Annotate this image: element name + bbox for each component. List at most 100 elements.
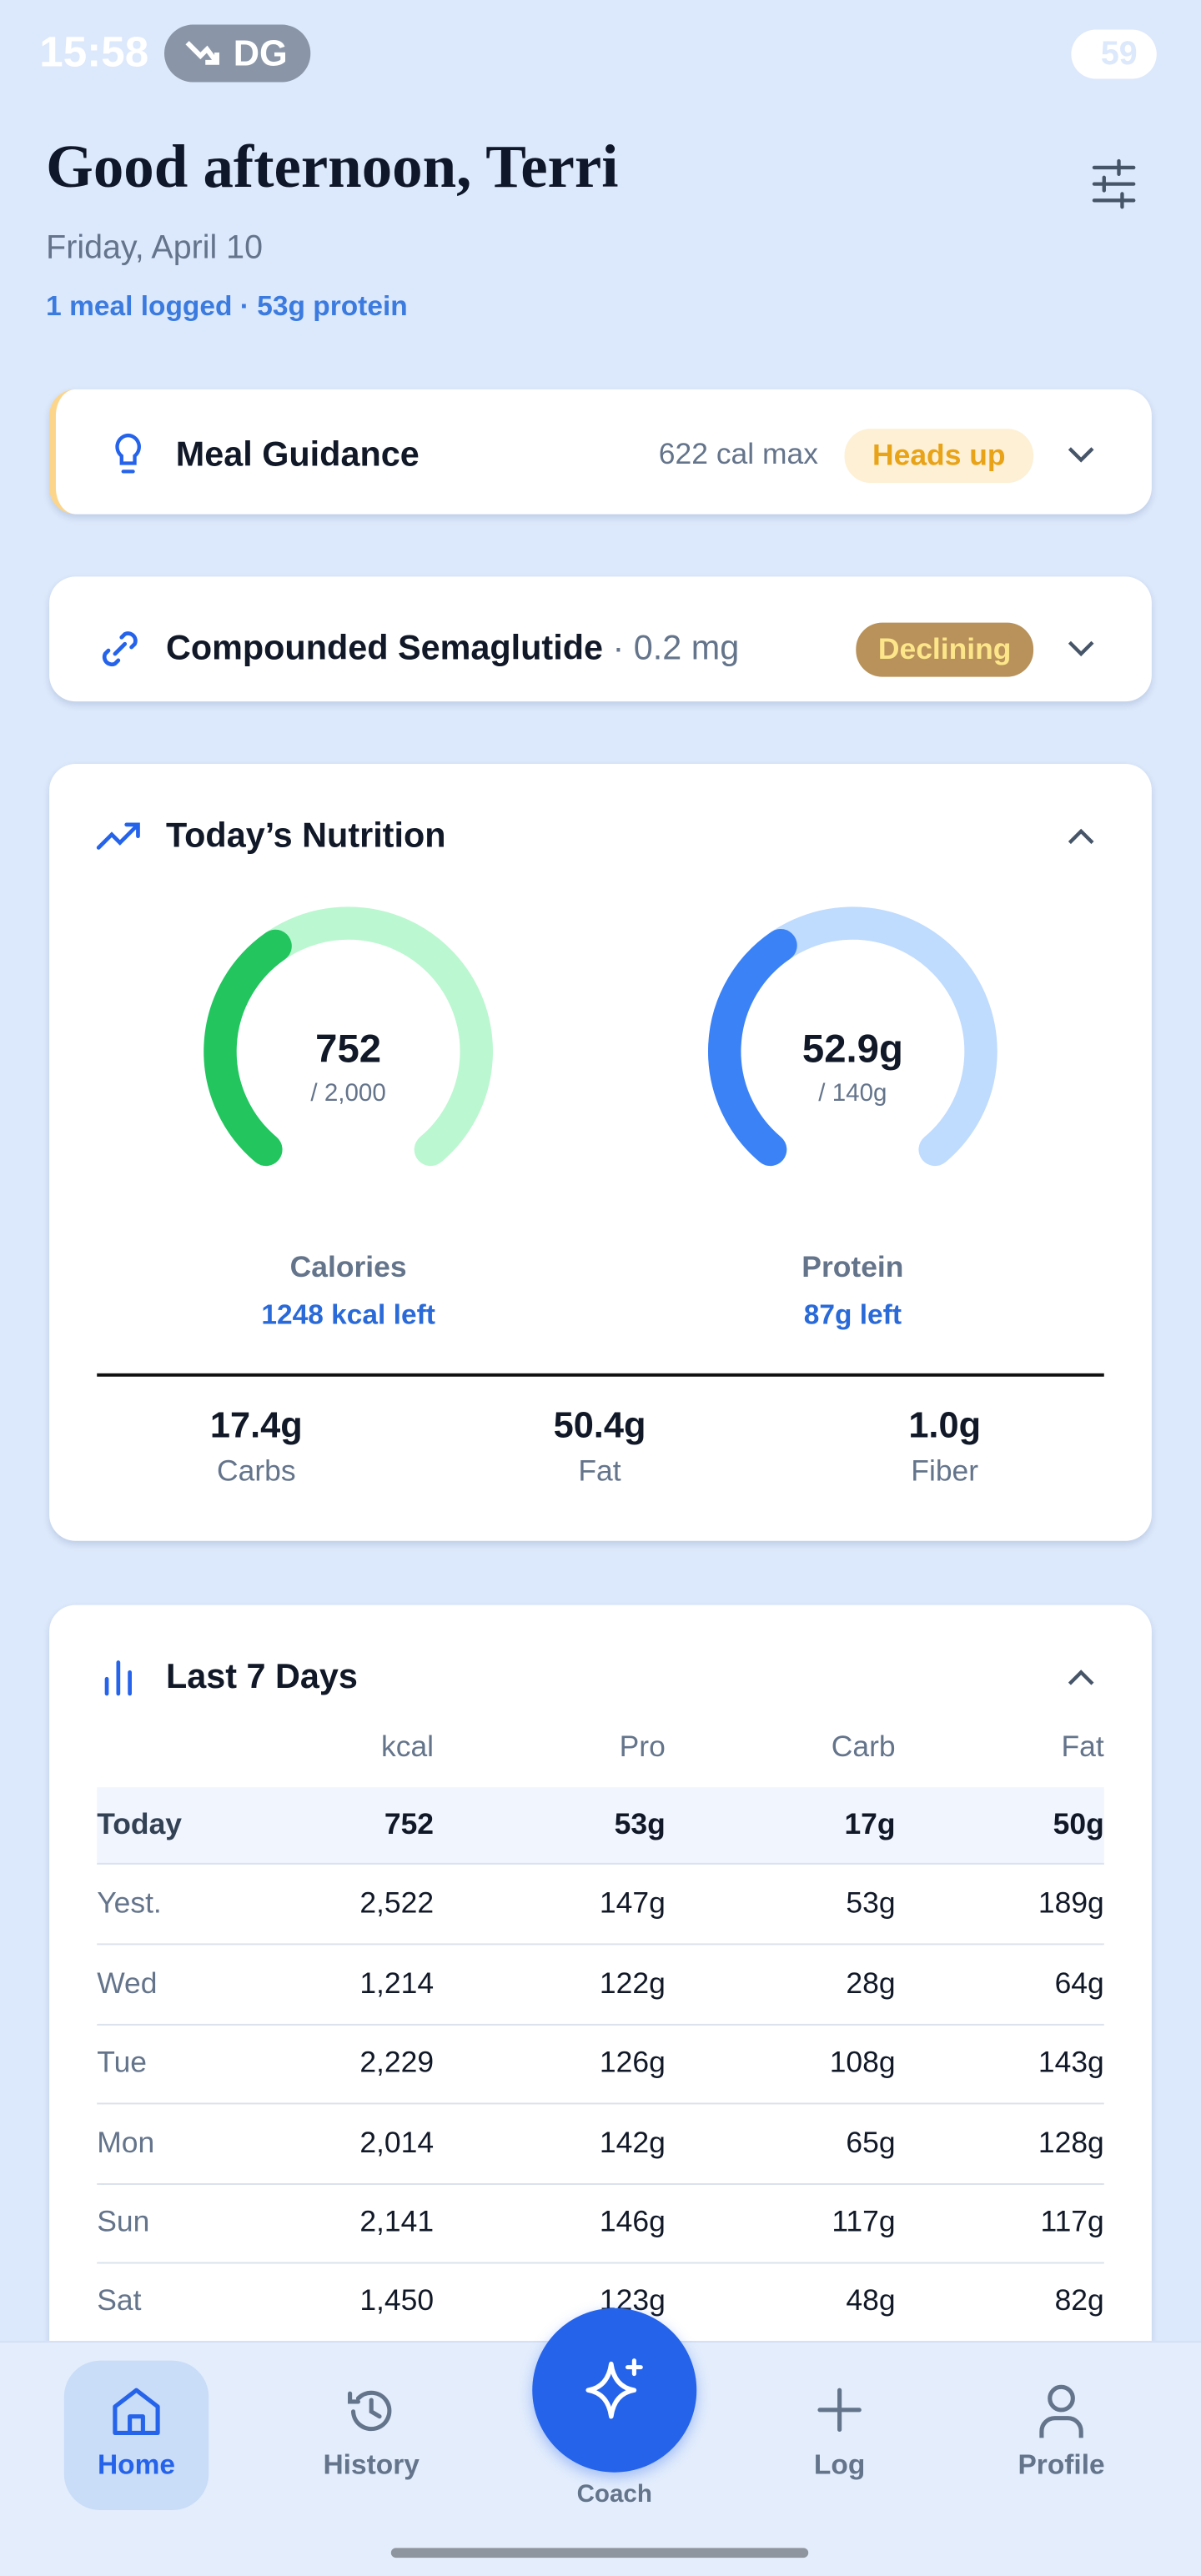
log-icon[interactable] bbox=[817, 2387, 862, 2433]
column-header: kcal bbox=[380, 1730, 435, 1764]
cell: 126g bbox=[599, 2046, 666, 2079]
profile-icon[interactable] bbox=[1038, 2383, 1084, 2439]
cell: 122g bbox=[599, 1966, 666, 2000]
coach-button[interactable] bbox=[532, 2307, 697, 2473]
medication-dose: · 0.2 mg bbox=[612, 630, 740, 668]
trend-up-icon bbox=[96, 822, 140, 850]
gauge-remaining: 87g left bbox=[803, 1298, 902, 1331]
medication-line: Compounded Semaglutide · 0.2 mg bbox=[166, 628, 739, 670]
expand-chevron[interactable] bbox=[1068, 640, 1094, 657]
row-highlight bbox=[97, 1787, 1104, 1865]
gauge-value: 752 bbox=[315, 1027, 382, 1072]
status-time: 15:58 bbox=[39, 27, 149, 77]
macro-label: Carbs bbox=[217, 1454, 296, 1488]
cell: 28g bbox=[846, 1966, 896, 2000]
collapse-chevron[interactable] bbox=[1068, 828, 1094, 845]
gauge-fill bbox=[708, 928, 797, 1167]
meal-guidance-limit: 622 cal max bbox=[658, 437, 819, 470]
sparkle-icon bbox=[585, 2358, 643, 2419]
row-divider bbox=[97, 1944, 1104, 1946]
column-header: Fat bbox=[1061, 1730, 1104, 1764]
history-icon[interactable] bbox=[345, 2385, 398, 2438]
row-divider bbox=[97, 2102, 1104, 2105]
row-divider bbox=[97, 2262, 1104, 2264]
cell: 48g bbox=[846, 2284, 896, 2317]
battery bbox=[1071, 29, 1157, 79]
trend-icon bbox=[185, 41, 219, 65]
row-label: Tue bbox=[97, 2046, 148, 2079]
home-tab-highlight bbox=[63, 2360, 209, 2511]
cell: 53g bbox=[846, 1886, 896, 1921]
column-header: Pro bbox=[619, 1730, 666, 1764]
cell: 1,214 bbox=[359, 1966, 435, 2000]
collapse-chevron[interactable] bbox=[1068, 1669, 1094, 1685]
gauge-max: / 140g bbox=[818, 1079, 887, 1107]
nav-label: Home bbox=[97, 2448, 176, 2481]
gauge-fill bbox=[204, 929, 292, 1167]
macro-label: Fiber bbox=[911, 1454, 979, 1488]
home-icon[interactable] bbox=[110, 2385, 163, 2438]
cell: 147g bbox=[599, 1886, 666, 1921]
cell: 108g bbox=[829, 2046, 896, 2079]
home-indicator bbox=[390, 2548, 809, 2558]
medication-name: Compounded Semaglutide bbox=[165, 630, 603, 668]
cell: 2,522 bbox=[359, 1886, 435, 1921]
cell: 2,141 bbox=[359, 2205, 435, 2238]
link-icon bbox=[102, 631, 138, 667]
gauge-name: Protein bbox=[802, 1250, 904, 1283]
bulb-icon bbox=[115, 433, 141, 474]
cell: 189g bbox=[1038, 1886, 1104, 1921]
nutrition-card bbox=[49, 764, 1152, 1541]
cell: 752 bbox=[384, 1807, 435, 1840]
gauge-value: 52.9g bbox=[802, 1027, 903, 1072]
nav-label: Profile bbox=[1018, 2448, 1105, 2481]
row-label: Yest. bbox=[97, 1886, 162, 1921]
cell: 65g bbox=[846, 2125, 896, 2159]
divider bbox=[97, 1373, 1104, 1376]
status-carrier: DG bbox=[233, 33, 288, 74]
cell: 1,450 bbox=[359, 2284, 435, 2317]
row-divider bbox=[97, 2023, 1104, 2026]
expand-chevron[interactable] bbox=[1068, 447, 1094, 464]
gauges bbox=[204, 906, 997, 1167]
cell: 53g bbox=[614, 1807, 666, 1840]
macro-value: 1.0g bbox=[908, 1403, 982, 1446]
cell: 117g bbox=[832, 2205, 896, 2238]
cell: 142g bbox=[599, 2125, 666, 2159]
cell: 82g bbox=[1054, 2284, 1104, 2317]
gauge-name: Calories bbox=[289, 1250, 407, 1283]
cell: 117g bbox=[1040, 2205, 1104, 2238]
settings-button[interactable] bbox=[1091, 158, 1137, 209]
meal-guidance-badge: Heads up bbox=[844, 429, 1034, 484]
bar-icon bbox=[104, 1660, 132, 1696]
status-battery: 59 bbox=[1100, 36, 1138, 73]
row-label: Sat bbox=[97, 2284, 142, 2317]
cell: 50g bbox=[1053, 1807, 1104, 1840]
gauge-remaining: 1248 kcal left bbox=[261, 1298, 435, 1331]
medication-badge: Declining bbox=[856, 622, 1034, 677]
cell: 143g bbox=[1038, 2046, 1104, 2079]
nav-label: History bbox=[323, 2448, 420, 2481]
gauge-max: / 2,000 bbox=[310, 1079, 386, 1107]
cell: 146g bbox=[599, 2205, 666, 2238]
macro-value: 17.4g bbox=[209, 1403, 303, 1446]
row-divider bbox=[97, 2182, 1104, 2185]
macro-label: Fat bbox=[578, 1454, 621, 1488]
nav-label: Coach bbox=[576, 2480, 652, 2509]
cell: 2,229 bbox=[359, 2046, 435, 2079]
greeting: Good afternoon, Terri bbox=[46, 134, 619, 202]
column-header: Carb bbox=[831, 1730, 896, 1764]
summary: 1 meal logged · 53g protein bbox=[46, 290, 408, 322]
nav-label: Log bbox=[813, 2448, 866, 2481]
date: Friday, April 10 bbox=[46, 229, 263, 267]
cell: 128g bbox=[1038, 2125, 1104, 2159]
last-7-days-title: Last 7 Days bbox=[165, 1658, 358, 1696]
row-label: Wed bbox=[97, 1966, 158, 2000]
row-label: Sun bbox=[97, 2205, 150, 2238]
meal-guidance-title: Meal Guidance bbox=[175, 435, 420, 475]
carrier-pill bbox=[163, 24, 311, 83]
cell: 17g bbox=[844, 1807, 896, 1840]
macro-value: 50.4g bbox=[553, 1403, 646, 1446]
cell: 2,014 bbox=[359, 2125, 435, 2159]
